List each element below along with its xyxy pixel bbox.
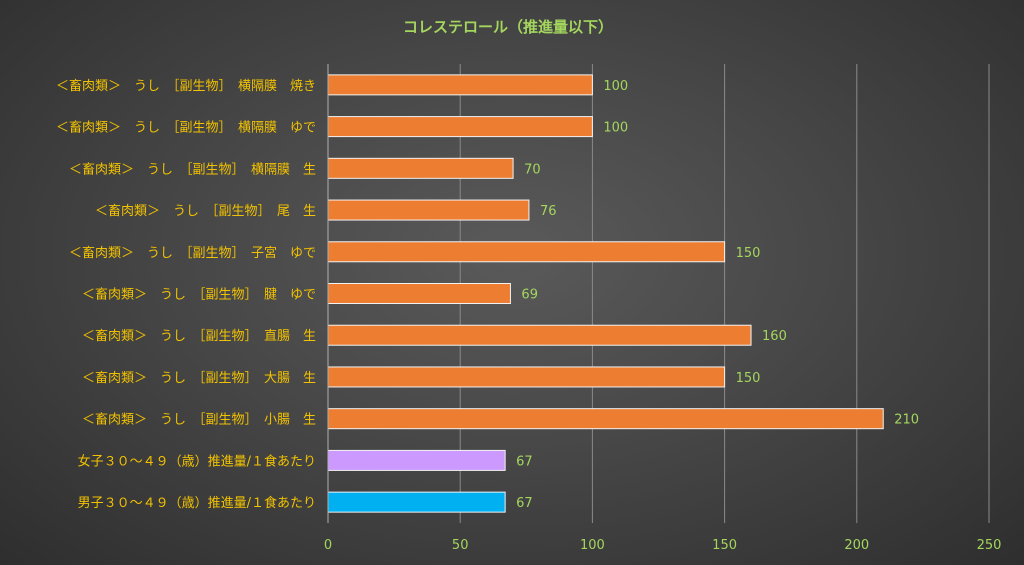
x-tick-label: 250 [977,538,1002,553]
data-label: 150 [736,246,761,261]
x-tick-label: 100 [580,538,605,553]
data-label: 69 [521,288,538,303]
category-label: ＜畜肉類＞ うし ［副生物］ 腱 ゆで [82,287,316,303]
data-label: 67 [516,454,533,469]
chart-title: コレステロール（推進量以下） [403,18,613,36]
x-tick-label: 200 [844,538,869,553]
category-label: 男子３０～４９（歳）推進量/１食あたり [78,495,316,511]
category-label: ＜畜肉類＞ うし ［副生物］ 横隔膜 ゆで [56,120,316,136]
data-label: 70 [524,162,541,177]
x-axis-ticks: 0 50 100 150 200 250 [324,538,1002,553]
category-label: ＜畜肉類＞ うし ［副生物］ 横隔膜 生 [69,161,316,177]
data-label: 100 [603,121,628,136]
category-label: ＜畜肉類＞ うし ［副生物］ 大腸 生 [82,370,316,386]
bar [327,491,506,513]
data-label: 150 [736,371,761,386]
category-label: ＜畜肉類＞ うし ［副生物］ 小腸 生 [82,412,316,428]
category-label: ＜畜肉類＞ うし ［副生物］ 直腸 生 [82,328,316,344]
bar [327,116,593,138]
data-label: 100 [603,79,628,94]
bar [327,157,514,179]
bar [327,366,726,388]
data-label: 210 [894,413,919,428]
bar [327,449,506,471]
bar [327,199,530,221]
data-labels: 100 100 70 76 150 69 160 150 210 67 67 [516,79,919,511]
x-tick-label: 0 [324,538,332,553]
category-labels: ＜畜肉類＞ うし ［副生物］ 横隔膜 焼き ＜畜肉類＞ うし ［副生物］ 横隔膜 … [56,78,316,511]
category-label: ＜畜肉類＞ うし ［副生物］ 子宮 ゆで [69,245,316,261]
gridlines [459,64,990,523]
data-label: 160 [762,329,787,344]
bars [327,74,884,513]
x-tick-label: 150 [712,538,737,553]
category-label: ＜畜肉類＞ うし ［副生物］ 横隔膜 焼き [56,78,316,94]
bar [327,408,884,430]
bar [327,283,511,304]
bar [327,74,593,96]
data-label: 76 [540,204,557,219]
category-label: 女子３０～４９（歳）推進量/１食あたり [78,453,316,469]
data-label: 67 [516,496,533,511]
x-tick-label: 50 [452,538,469,553]
bar [327,241,726,263]
bar [327,324,752,346]
category-label: ＜畜肉類＞ うし ［副生物］ 尾 生 [95,203,316,219]
